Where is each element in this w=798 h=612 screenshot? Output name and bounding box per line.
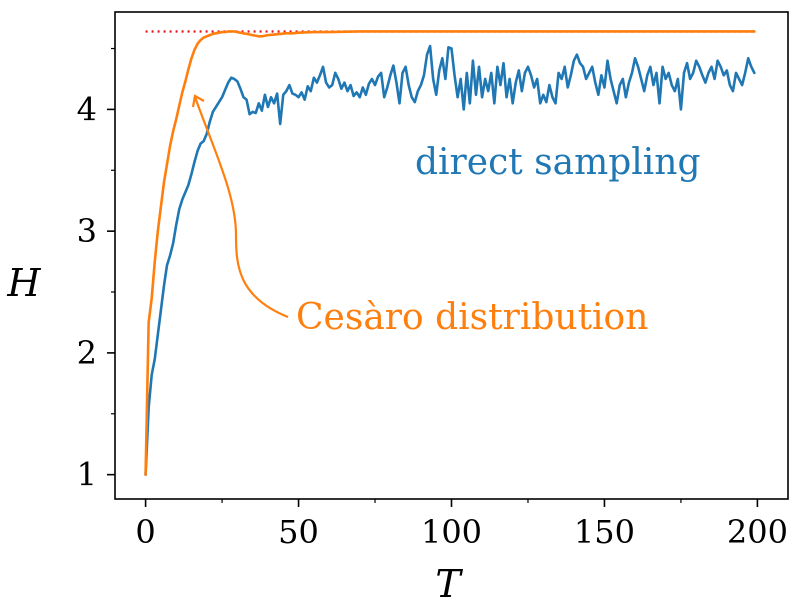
x-tick-label: 0 <box>135 513 155 551</box>
x-tick-label: 150 <box>574 513 635 551</box>
cesaro-distribution-label: Cesàro distribution <box>296 297 648 338</box>
x-tick-label: 200 <box>727 513 788 551</box>
plot-area <box>144 30 756 476</box>
y-tick-label: 2 <box>77 334 97 372</box>
plot-frame <box>114 11 789 500</box>
cesaro-arrowhead <box>191 94 205 108</box>
y-tick-label: 3 <box>77 212 97 250</box>
series-line-direct-sampling <box>144 44 756 476</box>
x-axis-title: T <box>435 562 463 606</box>
cesaro-arrow <box>193 96 289 319</box>
y-tick-label: 1 <box>77 456 97 494</box>
direct-sampling-label: direct sampling <box>415 142 701 183</box>
y-axis-title: H <box>6 261 41 305</box>
x-tick-label: 100 <box>421 513 482 551</box>
x-tick-label: 50 <box>278 513 319 551</box>
series-line-ces-ro-distribution <box>144 30 756 476</box>
axis-ticks: 0 50 100 150 200 1 2 3 4 <box>77 47 788 551</box>
y-tick-label: 4 <box>77 90 97 128</box>
